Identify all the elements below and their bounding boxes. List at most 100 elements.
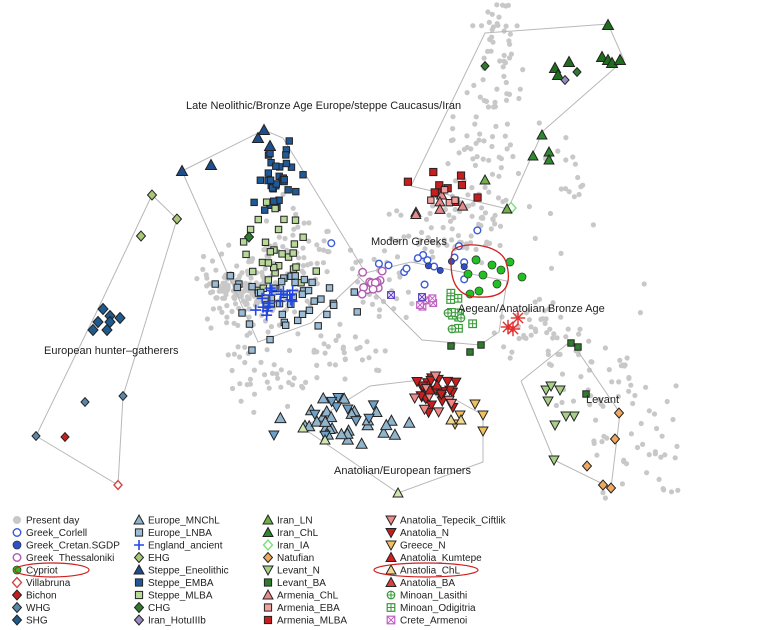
legend-marker [386,615,396,625]
present-day-point [538,316,544,322]
present-day-point [236,354,243,360]
present-day-point [481,97,487,104]
present-day-point [643,384,649,390]
legend-entry: Europe_LNBA [134,528,212,539]
sample-point [402,416,416,428]
present-day-point [398,212,404,218]
legend-label: Present day [26,516,79,527]
sample-point [403,177,413,186]
sample-point [536,129,548,140]
present-day-point [489,11,495,17]
present-day-point [476,221,482,227]
present-day-point [340,346,346,352]
present-day-point [486,189,492,195]
present-day-point [563,135,569,141]
present-day-point [229,308,235,315]
present-day-point [477,94,483,100]
sample-point [264,259,273,267]
legend-marker [133,514,145,525]
present-day-point [576,331,582,337]
sample-point [473,226,482,235]
legend-label: Iran_HotuIIIb [148,616,206,627]
sample-point [284,289,296,301]
sample-point [551,68,565,80]
legend-marker [134,590,144,600]
legend-label: SHG [26,616,48,627]
present-day-point [621,457,627,463]
legend-entry: Armenia_ChL [262,589,339,602]
sample-point [238,309,246,317]
present-day-point [234,263,240,269]
legend-marker [263,615,273,625]
present-day-point [506,55,513,61]
present-day-point [229,367,235,374]
legend-label: EHG [148,553,170,564]
present-day-point [241,299,248,305]
legend-marker [134,528,144,537]
present-day-point [544,330,550,336]
sample-point [211,280,219,288]
cluster-hull [35,194,178,486]
present-day-point [401,234,407,240]
sample-point [429,371,442,383]
present-day-point [593,417,599,423]
sample-point [469,399,481,410]
present-day-point [501,344,507,350]
present-day-point [542,320,548,326]
sample-point [447,342,455,350]
present-day-point [204,283,210,289]
present-day-point [325,228,331,234]
present-day-point [520,67,526,73]
present-day-point [342,356,348,362]
sample-point [420,280,429,289]
sample-point [293,316,302,325]
sample-point [613,407,625,419]
present-day-point [450,114,456,120]
present-day-point [264,379,270,385]
sample-point [411,377,423,388]
sample-point [454,410,466,421]
present-day-point [660,486,666,492]
present-day-point [570,154,576,160]
present-day-point [470,23,476,29]
present-day-point [670,416,676,423]
present-day-point [200,253,207,260]
sample-point [568,411,580,422]
sample-point [463,269,473,279]
cluster-label-aegean-anatolian-bronze-age: Aegean/Anatolian Bronze Age [458,303,605,315]
sample-point [324,410,338,423]
present-day-point [244,332,250,338]
present-day-point [449,226,455,232]
present-day-point [480,156,486,162]
present-day-point [318,333,324,339]
legend-entry: Crete_Armenoi [386,615,467,627]
present-day-point [286,347,293,354]
present-day-point [482,184,488,190]
sample-point [453,293,463,303]
present-day-point [515,170,522,177]
present-day-point [337,321,343,327]
present-day-point [216,288,222,294]
present-day-point [496,173,502,179]
present-day-point [521,332,527,339]
sample-point [310,415,324,427]
sample-point [261,206,269,214]
sample-point [274,411,287,424]
present-day-point [523,310,530,316]
sample-point [290,240,299,248]
legend-entry: Villabruna [11,576,71,589]
sample-point [250,304,262,316]
present-day-point [220,280,226,286]
sample-point [280,175,288,184]
present-day-point [481,55,487,61]
sample-point [367,400,380,411]
present-day-point [471,82,477,88]
sample-point [171,213,183,225]
present-day-point [220,295,226,301]
present-day-point [547,326,553,332]
sample-point [261,238,270,246]
present-day-point [239,270,245,276]
present-day-point [251,409,257,415]
legend-label: Armenia_EBA [277,603,340,614]
present-day-point [321,238,327,244]
